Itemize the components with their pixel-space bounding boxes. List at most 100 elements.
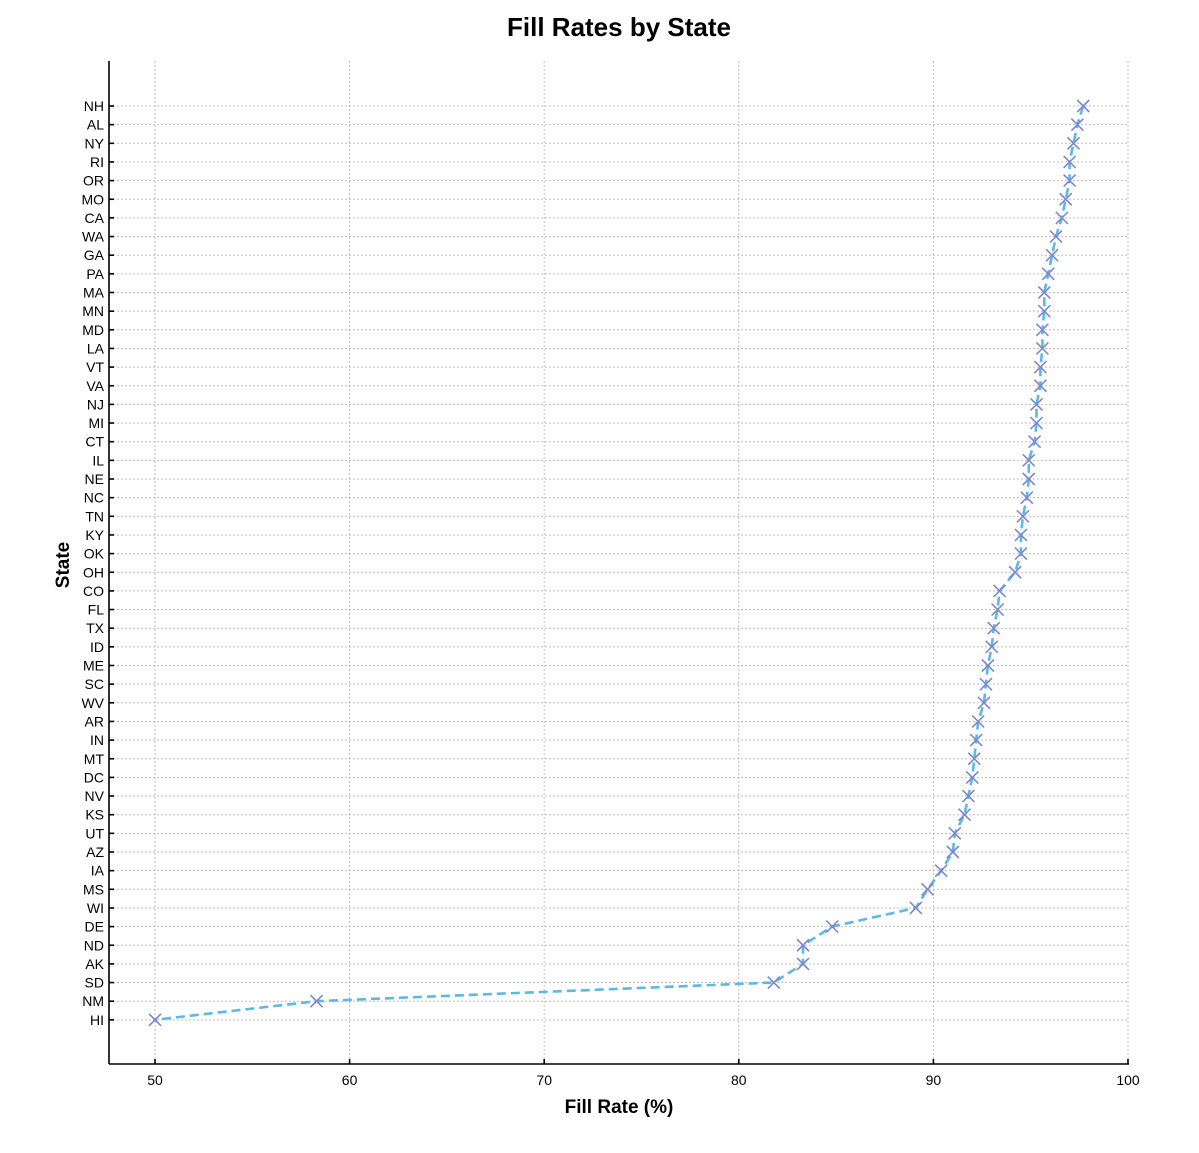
y-tick-label: FL: [88, 602, 105, 618]
marker-stroke: [1014, 528, 1028, 542]
data-point-in: [969, 733, 983, 747]
data-point-ks: [957, 808, 972, 822]
marker-stroke: [796, 938, 810, 952]
data-point-va: [1033, 379, 1047, 393]
y-tick-label: NE: [85, 471, 104, 487]
marker-stroke: [1014, 547, 1028, 561]
marker-stroke: [977, 696, 991, 710]
y-tick-label: MA: [83, 285, 105, 301]
axes: [108, 61, 1129, 1065]
y-tick-label: TN: [85, 508, 104, 524]
data-point-ut: [948, 826, 962, 840]
marker-stroke: [1063, 155, 1077, 169]
data-point-sc: [979, 677, 993, 691]
marker-stroke: [967, 752, 981, 766]
x-tick-label: 70: [536, 1072, 552, 1088]
data-point-wi: [909, 901, 923, 915]
marker-stroke: [1076, 99, 1090, 113]
y-tick-label: KS: [85, 807, 104, 823]
marker-stroke: [969, 733, 983, 747]
chart-title: Fill Rates by State: [507, 12, 731, 42]
y-tick-label: AZ: [86, 844, 104, 860]
data-point-vt: [1033, 360, 1047, 374]
data-point-hi: [148, 1013, 162, 1027]
marker-stroke: [1035, 341, 1049, 356]
y-tick-label: MN: [82, 303, 104, 319]
marker-stroke: [1033, 379, 1047, 393]
marker-stroke: [796, 957, 810, 971]
marker-stroke: [1035, 323, 1049, 337]
y-tick-label: MD: [82, 322, 104, 338]
marker-stroke: [767, 975, 781, 990]
y-tick-label: OK: [84, 546, 105, 562]
marker-stroke: [1022, 472, 1036, 486]
y-tick-label: MT: [84, 751, 105, 767]
data-point-nh: [1076, 99, 1090, 113]
data-point-tn: [1016, 509, 1030, 523]
y-tick-label: NV: [85, 788, 105, 804]
y-tick-label: VA: [86, 378, 104, 394]
x-tick-labels: 50 60 70 80 90 100: [147, 1059, 1140, 1088]
y-tick-label: AR: [85, 713, 104, 729]
x-tick-label: 100: [1116, 1072, 1140, 1088]
data-point-ak: [796, 957, 810, 971]
marker-stroke: [965, 770, 979, 784]
data-point-ne: [1022, 472, 1036, 486]
data-point-wa: [1049, 229, 1063, 244]
data-point-me: [981, 658, 995, 673]
data-point-de: [825, 920, 839, 934]
marker-stroke: [985, 640, 999, 654]
gridlines: [109, 61, 1129, 1064]
data-point-nm: [309, 994, 324, 1008]
marker-stroke: [1029, 416, 1044, 430]
marker-stroke: [981, 658, 995, 673]
data-point-ri: [1063, 155, 1077, 169]
marker-stroke: [1008, 565, 1022, 579]
data-point-ga: [1045, 248, 1059, 262]
data-point-tx: [987, 621, 1001, 635]
data-point-mn: [1037, 304, 1051, 318]
data-point-ar: [971, 714, 985, 729]
marker-stroke: [1059, 192, 1073, 206]
marker-stroke: [987, 621, 1001, 635]
y-tick-label: MI: [88, 415, 104, 431]
y-tick-label: OR: [83, 173, 104, 189]
marker-stroke: [1028, 435, 1042, 449]
y-tick-label: KY: [85, 527, 104, 543]
data-point-ky: [1014, 528, 1028, 542]
data-point-il: [1022, 453, 1036, 467]
y-tick-label: IA: [91, 863, 105, 879]
data-point-nc: [1020, 491, 1034, 505]
x-axis-label: Fill Rate (%): [565, 1097, 674, 1118]
data-point-wv: [977, 696, 991, 710]
x-tick-label: 80: [731, 1072, 747, 1088]
y-tick-label: RI: [90, 154, 104, 170]
marker-stroke: [1045, 248, 1059, 262]
data-point-ms: [920, 882, 935, 896]
data-point-la: [1035, 341, 1049, 356]
data-point-co: [992, 584, 1007, 598]
y-tick-label: NM: [82, 993, 104, 1009]
marker-stroke: [1070, 118, 1084, 132]
y-tick-label: SD: [85, 975, 104, 991]
marker-stroke: [1016, 509, 1030, 523]
marker-stroke: [1055, 211, 1069, 225]
y-tick-label: VT: [86, 359, 104, 375]
marker-stroke: [992, 584, 1007, 598]
y-tick-label: MO: [81, 191, 104, 207]
y-tick-label: IN: [90, 732, 104, 748]
marker-stroke: [1037, 285, 1051, 300]
data-point-id: [985, 640, 999, 654]
y-tick-label: CT: [85, 434, 104, 450]
marker-stroke: [948, 826, 962, 840]
y-tick-label: PA: [86, 266, 104, 282]
marker-stroke: [825, 920, 839, 934]
data-point-md: [1035, 323, 1049, 337]
series-line: [154, 105, 1085, 1022]
y-tick-label: NJ: [87, 396, 104, 412]
marker-stroke: [934, 864, 948, 878]
y-axis-label: State: [53, 542, 74, 588]
y-tick-label: WV: [81, 695, 104, 711]
y-tick-label: WA: [82, 229, 105, 245]
